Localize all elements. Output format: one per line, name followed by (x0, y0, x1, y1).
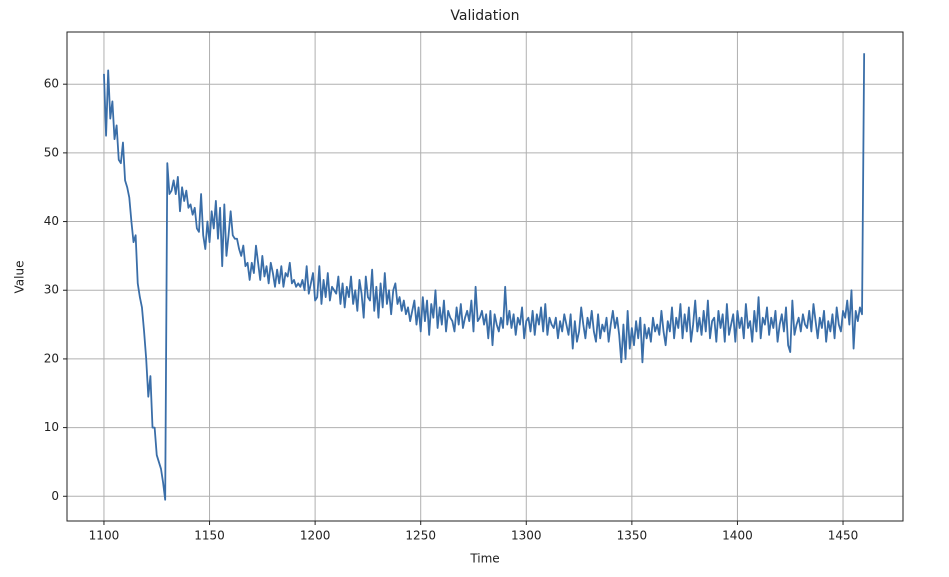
x-tick-label: 1300 (511, 529, 542, 543)
x-tick-label: 1250 (405, 529, 436, 543)
y-tick-label: 0 (51, 489, 59, 503)
x-tick-label: 1400 (722, 529, 753, 543)
x-tick-label: 1150 (194, 529, 225, 543)
y-tick-label: 50 (44, 145, 59, 159)
y-tick-label: 20 (44, 351, 59, 365)
y-tick-label: 60 (44, 77, 59, 91)
y-tick-label: 40 (44, 214, 59, 228)
x-tick-label: 1200 (300, 529, 331, 543)
y-axis-label: Value (13, 261, 27, 294)
y-tick-label: 30 (44, 283, 59, 297)
plot-frame (66, 31, 904, 522)
y-tick-label: 10 (44, 420, 59, 434)
x-tick-label: 1450 (828, 529, 859, 543)
data-line (103, 53, 866, 501)
x-axis-label: Time (469, 552, 499, 566)
x-tick-label: 1350 (617, 529, 648, 543)
chart-title: Validation (450, 8, 519, 24)
x-tick-label: 1100 (89, 529, 120, 543)
